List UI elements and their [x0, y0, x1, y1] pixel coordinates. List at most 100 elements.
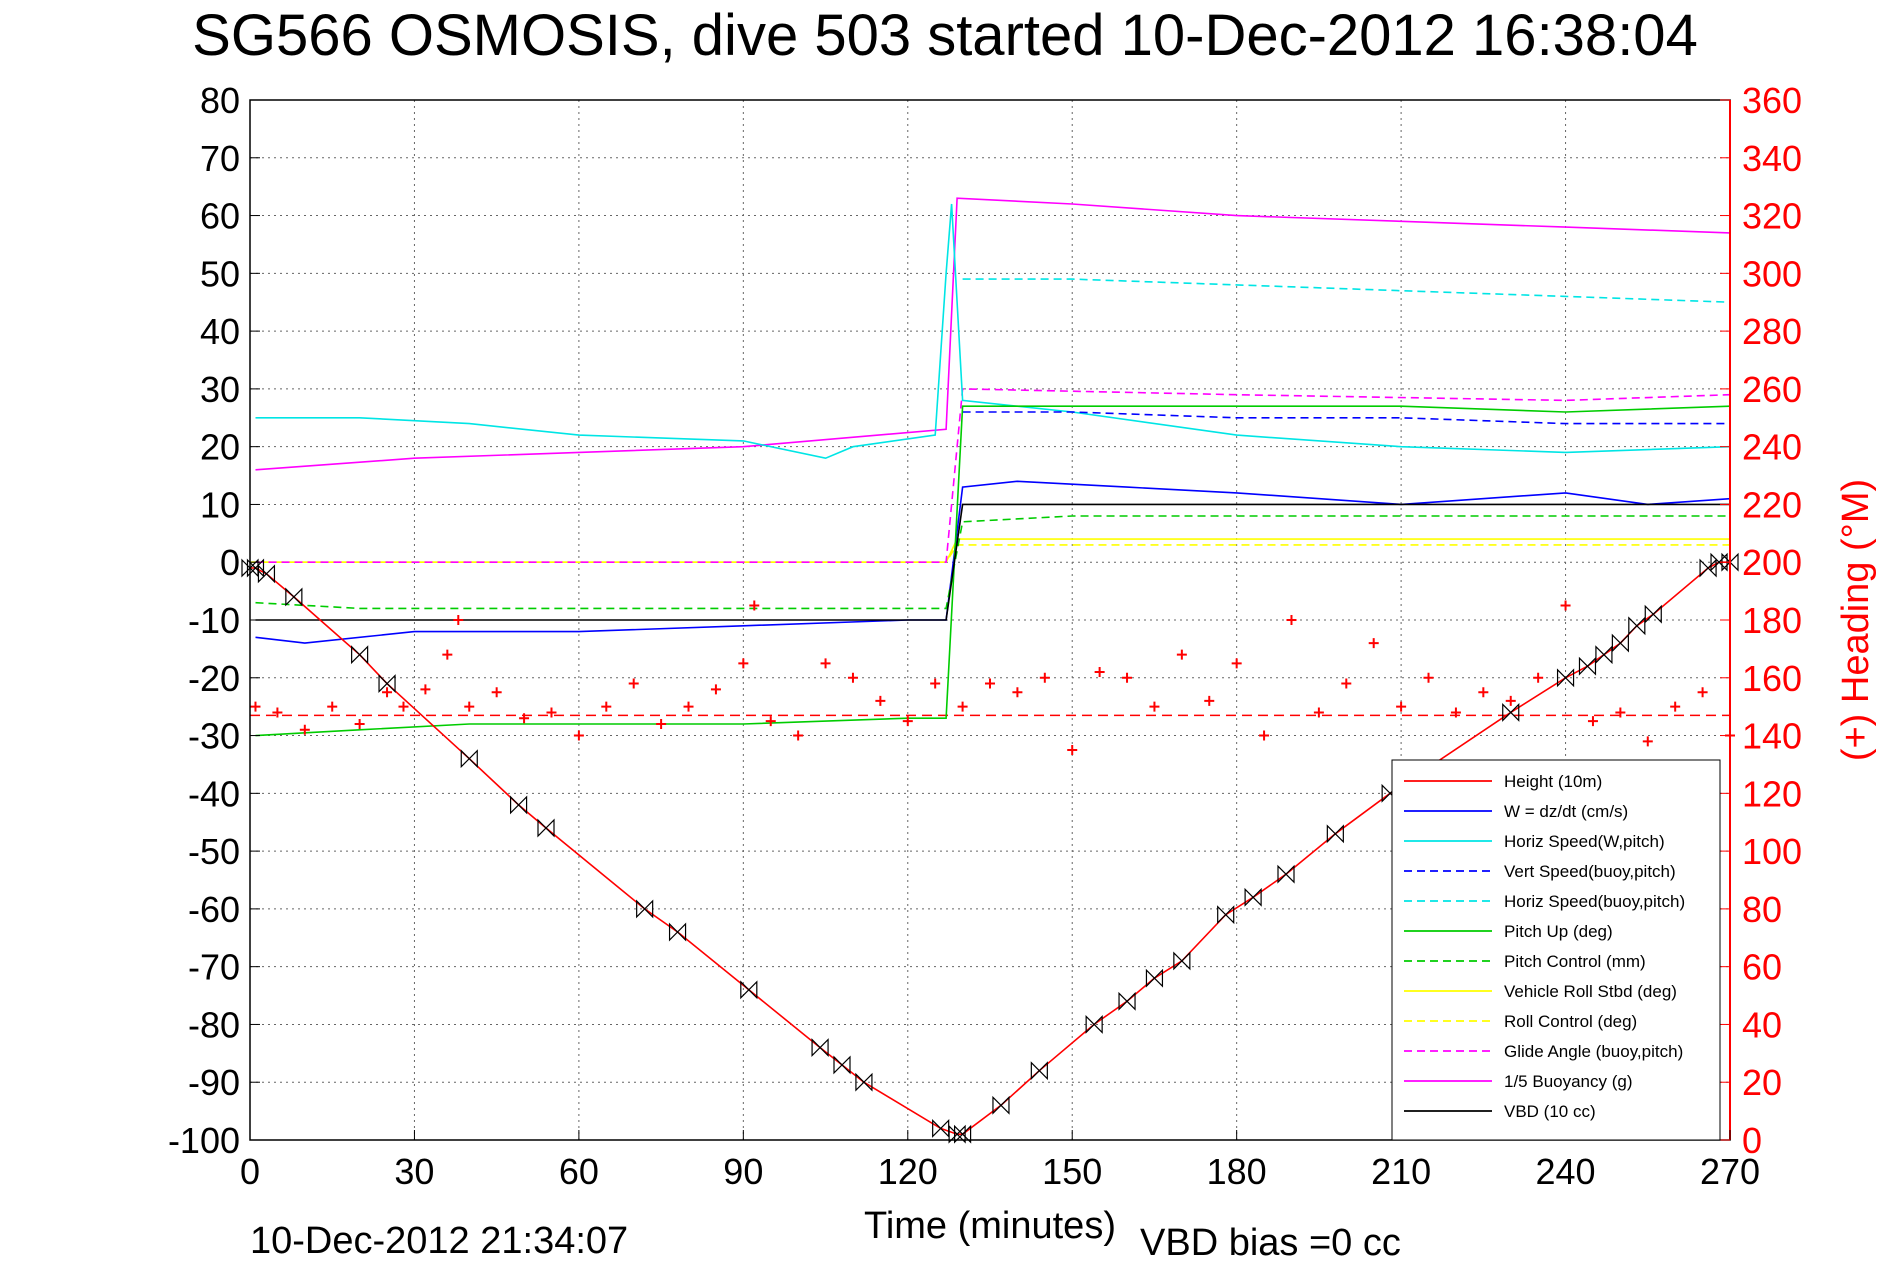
y2-tick-label: 180 [1742, 600, 1802, 641]
height-marker [855, 1072, 873, 1092]
legend-label: Glide Angle (buoy,pitch) [1504, 1042, 1683, 1061]
height-marker [1611, 633, 1629, 653]
heading-point [1670, 701, 1681, 712]
heading-point [1122, 672, 1133, 683]
y2-tick-label: 200 [1742, 542, 1802, 583]
heading-point [1533, 672, 1544, 683]
heading-point [1039, 672, 1050, 683]
heading-point [738, 658, 749, 669]
y-tick-label: -10 [188, 600, 240, 641]
x-tick-label: 150 [1042, 1151, 1102, 1192]
legend-label: Vehicle Roll Stbd (deg) [1504, 982, 1677, 1001]
heading-point [1149, 701, 1160, 712]
heading-point [847, 672, 858, 683]
y2-tick-label: 140 [1742, 716, 1802, 757]
heading-point [656, 719, 667, 729]
legend-label: VBD (10 cc) [1504, 1102, 1596, 1121]
heading-point [573, 730, 584, 741]
heading-point [272, 707, 283, 718]
height-marker [740, 980, 758, 1000]
heading-point [299, 724, 310, 735]
x-tick-label: 240 [1536, 1151, 1596, 1192]
y2-tick-label: 280 [1742, 311, 1802, 352]
heading-point [420, 684, 431, 695]
legend-label: Horiz Speed(W,pitch) [1504, 832, 1665, 851]
heading-point [793, 730, 804, 741]
height-marker [932, 1118, 950, 1138]
series-vert-speed-buoy-pitch [962, 411, 1730, 425]
legend-box [1391, 759, 1721, 1141]
legend-label: Roll Control (deg) [1504, 1012, 1637, 1031]
legend-label: Pitch Up (deg) [1504, 922, 1613, 941]
legend: Height (10m) W = dz/dt (cm/s) Horiz Speed(… [1391, 759, 1721, 1141]
height-marker [811, 1038, 829, 1058]
heading-point [354, 719, 365, 729]
y-tick-label: -80 [188, 1004, 240, 1045]
height-marker [833, 1055, 851, 1075]
x-axis-label: Time (minutes) [864, 1205, 1116, 1247]
height-marker [1118, 991, 1136, 1011]
legend-label: 1/5 Buoyancy (g) [1504, 1072, 1633, 1091]
heading-point [1697, 687, 1708, 698]
height-marker [1578, 656, 1597, 676]
height-marker [285, 587, 303, 607]
x-tick-label: 60 [559, 1151, 599, 1192]
heading-point [1313, 707, 1324, 718]
heading-point [1396, 701, 1407, 712]
y2-tick-label: 100 [1742, 831, 1802, 872]
heading-point [250, 701, 261, 712]
y2-tick-label: 120 [1742, 773, 1802, 814]
y2-tick-label: 0 [1742, 1120, 1762, 1161]
series-w-dz-dt-cm-s [255, 480, 1731, 644]
heading-point [1094, 667, 1105, 677]
height-marker [1173, 951, 1191, 971]
heading-point [1067, 745, 1078, 755]
heading-point [1259, 730, 1270, 741]
heading-point [820, 658, 831, 669]
height-marker [953, 1124, 972, 1144]
y2-tick-label: 260 [1742, 369, 1802, 410]
y2-tick-label: 300 [1742, 253, 1802, 294]
heading-point [710, 684, 721, 695]
heading-point [957, 701, 968, 712]
heading-point [327, 701, 338, 712]
series-vbd-10-cc [255, 503, 1730, 621]
y-tick-label: 70 [200, 138, 240, 179]
y-tick-label: -70 [188, 947, 240, 988]
x-tick-label: 30 [394, 1151, 434, 1192]
series-pitch-up-deg [255, 405, 1731, 737]
heading-point [1587, 716, 1598, 727]
heading-point [1368, 638, 1379, 649]
legend-label: W = dz/dt (cm/s) [1504, 802, 1628, 821]
chart-title: SG566 OSMOSIS, dive 503 started 10-Dec-2… [192, 3, 1698, 68]
height-marker [1595, 645, 1613, 665]
heading-point [1615, 707, 1626, 718]
x-tick-label: 210 [1371, 1151, 1431, 1192]
series-pitch-control-mm [255, 515, 1730, 610]
y-tick-label: 40 [200, 311, 240, 352]
height-marker [1085, 1014, 1103, 1034]
heading-point [1176, 649, 1187, 660]
y-tick-label: 20 [200, 427, 240, 468]
y-tick-label: -100 [168, 1120, 240, 1161]
heading-point [1423, 672, 1434, 683]
y-tick-label: -60 [188, 889, 240, 930]
series-glide-angle-buoy-pitch [255, 388, 1731, 564]
heading-point [442, 649, 453, 660]
y-tick-label: -20 [188, 658, 240, 699]
heading-point [382, 687, 393, 698]
height-marker [992, 1095, 1010, 1115]
heading-point [1204, 695, 1215, 706]
y-tick-label: 80 [200, 80, 240, 121]
height-marker [1326, 824, 1344, 844]
y2-tick-label: 160 [1742, 658, 1802, 699]
x-tick-label: 0 [240, 1151, 260, 1192]
heading-point [491, 687, 502, 698]
y2-tick-label: 60 [1742, 947, 1782, 988]
x-tick-label: 120 [878, 1151, 938, 1192]
heading-point [546, 707, 557, 718]
y-tick-label: 60 [200, 196, 240, 237]
y-tick-label: 30 [200, 369, 240, 410]
height-marker [537, 818, 555, 838]
